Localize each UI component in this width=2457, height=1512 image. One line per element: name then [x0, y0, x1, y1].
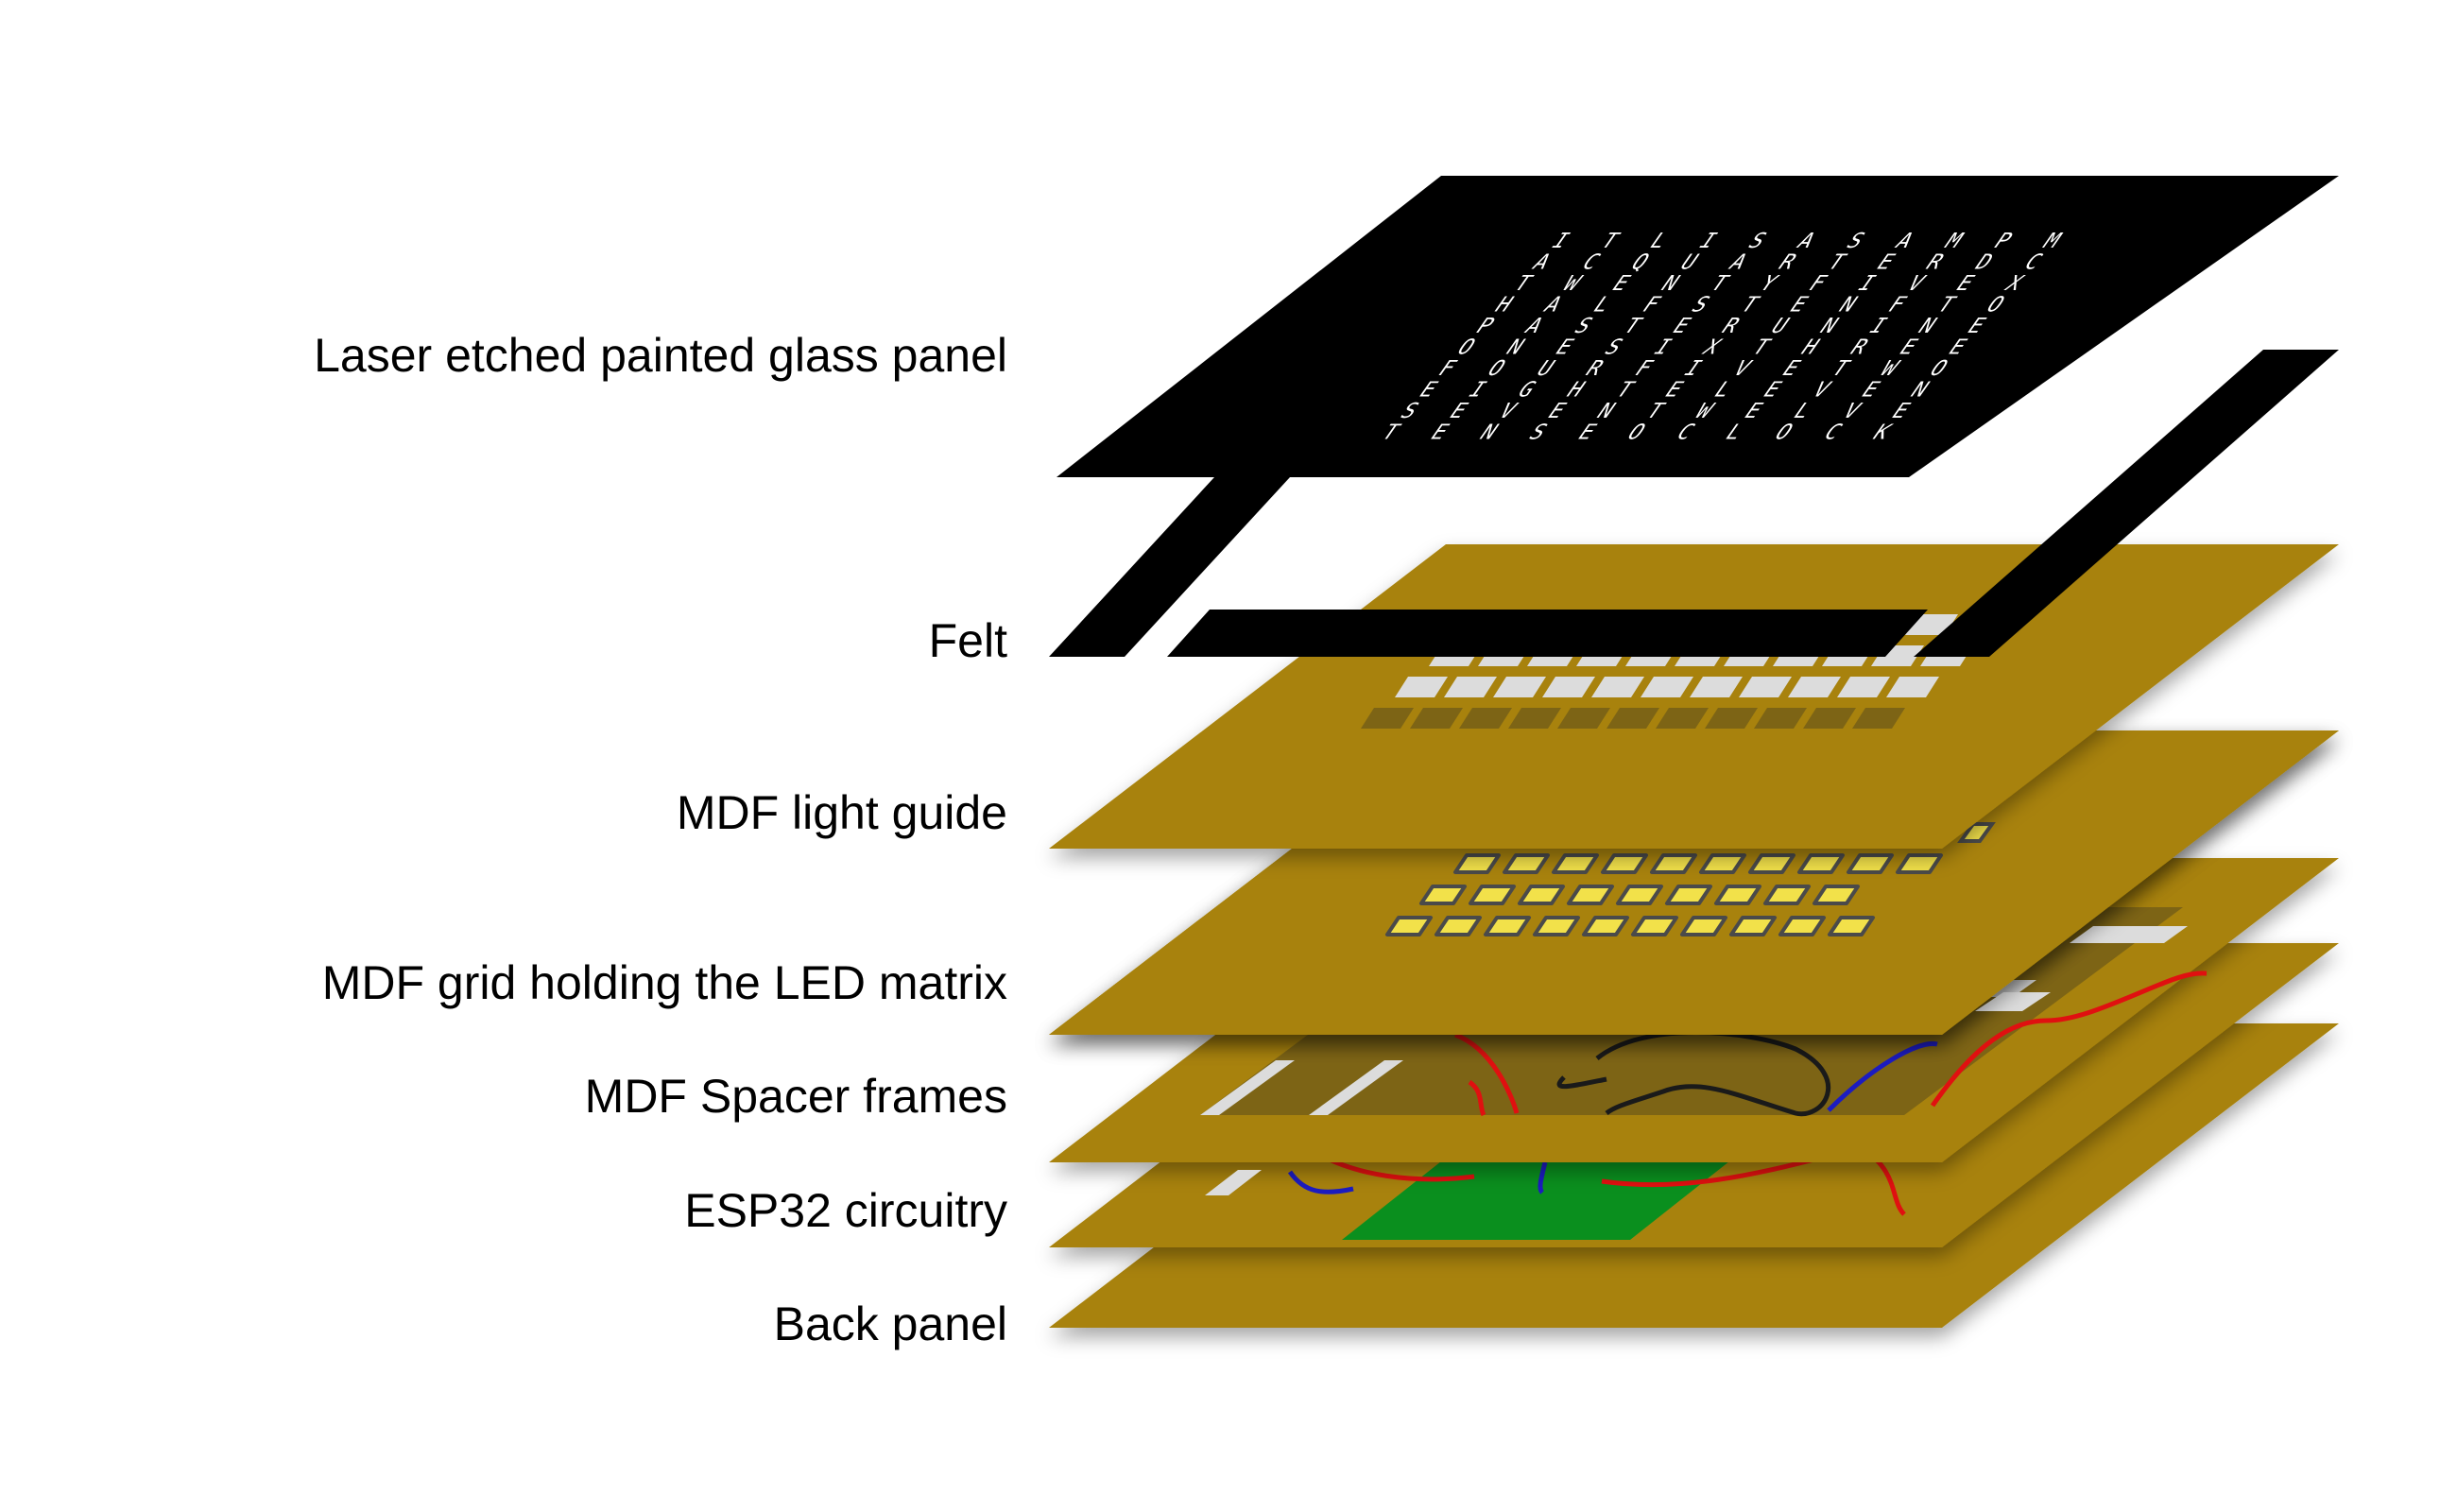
- led-cell: [1763, 885, 1811, 905]
- felt-strip-left: [1049, 477, 1290, 657]
- felt-layer: [1049, 350, 2339, 657]
- light-guide-opening: [1395, 677, 1448, 697]
- wire-red: [1468, 1079, 1486, 1117]
- label-light-guide: MDF light guide: [677, 786, 1007, 839]
- led-cell: [1601, 853, 1648, 874]
- light-guide-opening: [1606, 708, 1659, 729]
- felt-strip-right: [1914, 350, 2339, 657]
- light-guide-opening: [1754, 708, 1807, 729]
- label-esp32: ESP32 circuitry: [684, 1184, 1007, 1237]
- led-cell: [1665, 885, 1712, 905]
- led-cell: [1813, 885, 1860, 905]
- light-guide-opening: [1361, 708, 1414, 729]
- led-cell: [1729, 916, 1777, 936]
- led-cell: [1469, 885, 1516, 905]
- led-cell: [1533, 916, 1580, 936]
- led-cell: [1631, 916, 1678, 936]
- light-guide-opening: [1690, 677, 1743, 697]
- light-guide-opening: [1837, 677, 1890, 697]
- label-spacer-frames: MDF Spacer frames: [585, 1070, 1007, 1123]
- spacer-cutout: [1205, 1170, 1262, 1195]
- led-cell: [1896, 853, 1943, 874]
- wire-blue: [1827, 1040, 1938, 1112]
- led-cell: [1582, 916, 1629, 936]
- light-guide-opening: [1557, 708, 1610, 729]
- led-cell: [1957, 822, 1996, 843]
- led-cell: [1453, 853, 1501, 874]
- spacer-window: [2070, 926, 2188, 943]
- label-back-panel: Back panel: [774, 1297, 1007, 1350]
- led-cell: [1748, 853, 1796, 874]
- led-cell: [1503, 853, 1550, 874]
- light-guide-opening: [1803, 708, 1856, 729]
- led-cell: [1435, 916, 1482, 936]
- light-guide-opening: [1542, 677, 1595, 697]
- wire-blue: [1538, 1161, 1548, 1194]
- light-guide-opening: [1493, 677, 1546, 697]
- label-glass-panel: Laser etched painted glass panel: [314, 329, 1007, 382]
- light-guide-opening: [1459, 708, 1512, 729]
- felt-strip-front: [1167, 610, 1928, 657]
- light-guide-opening: [1852, 708, 1905, 729]
- spacer-window: [1975, 992, 2051, 1011]
- light-guide-opening: [1508, 708, 1561, 729]
- light-guide-opening: [1444, 677, 1497, 697]
- light-guide-opening: [1641, 677, 1693, 697]
- led-cell: [1797, 853, 1845, 874]
- led-cell: [1778, 916, 1826, 936]
- light-guide-opening: [1886, 677, 1939, 697]
- led-cell: [1828, 916, 1875, 936]
- led-cell: [1714, 885, 1761, 905]
- label-felt: Felt: [929, 614, 1007, 667]
- spacer-window: [1200, 1060, 1295, 1115]
- led-cell: [1650, 853, 1697, 874]
- light-guide-opening: [1739, 677, 1792, 697]
- led-cell: [1484, 916, 1531, 936]
- glass-panel: I T L I S A S A M P MA C Q U A R T E R D CT W E N T Y F I V E XH A L F S T E…: [1057, 176, 2339, 477]
- light-guide-opening: [1788, 677, 1841, 697]
- led-cell: [1385, 916, 1433, 936]
- led-matrix: [1385, 822, 1996, 936]
- label-led-grid: MDF grid holding the LED matrix: [322, 956, 1007, 1009]
- led-cell: [1847, 853, 1894, 874]
- led-cell: [1699, 853, 1746, 874]
- wire-blue: [1287, 1170, 1354, 1194]
- wire-black: [1556, 1075, 1607, 1090]
- spacer-window: [1309, 1060, 1403, 1115]
- light-guide-opening: [1705, 708, 1758, 729]
- led-cell: [1419, 885, 1467, 905]
- wire-red: [1454, 1032, 1520, 1114]
- wire-red: [1930, 971, 2208, 1108]
- light-guide-opening: [1656, 708, 1709, 729]
- led-cell: [1567, 885, 1614, 905]
- light-guide-opening: [1591, 677, 1644, 697]
- led-cell: [1552, 853, 1599, 874]
- led-cell: [1518, 885, 1565, 905]
- light-guide-opening: [1410, 708, 1463, 729]
- led-cell: [1680, 916, 1727, 936]
- led-cell: [1616, 885, 1663, 905]
